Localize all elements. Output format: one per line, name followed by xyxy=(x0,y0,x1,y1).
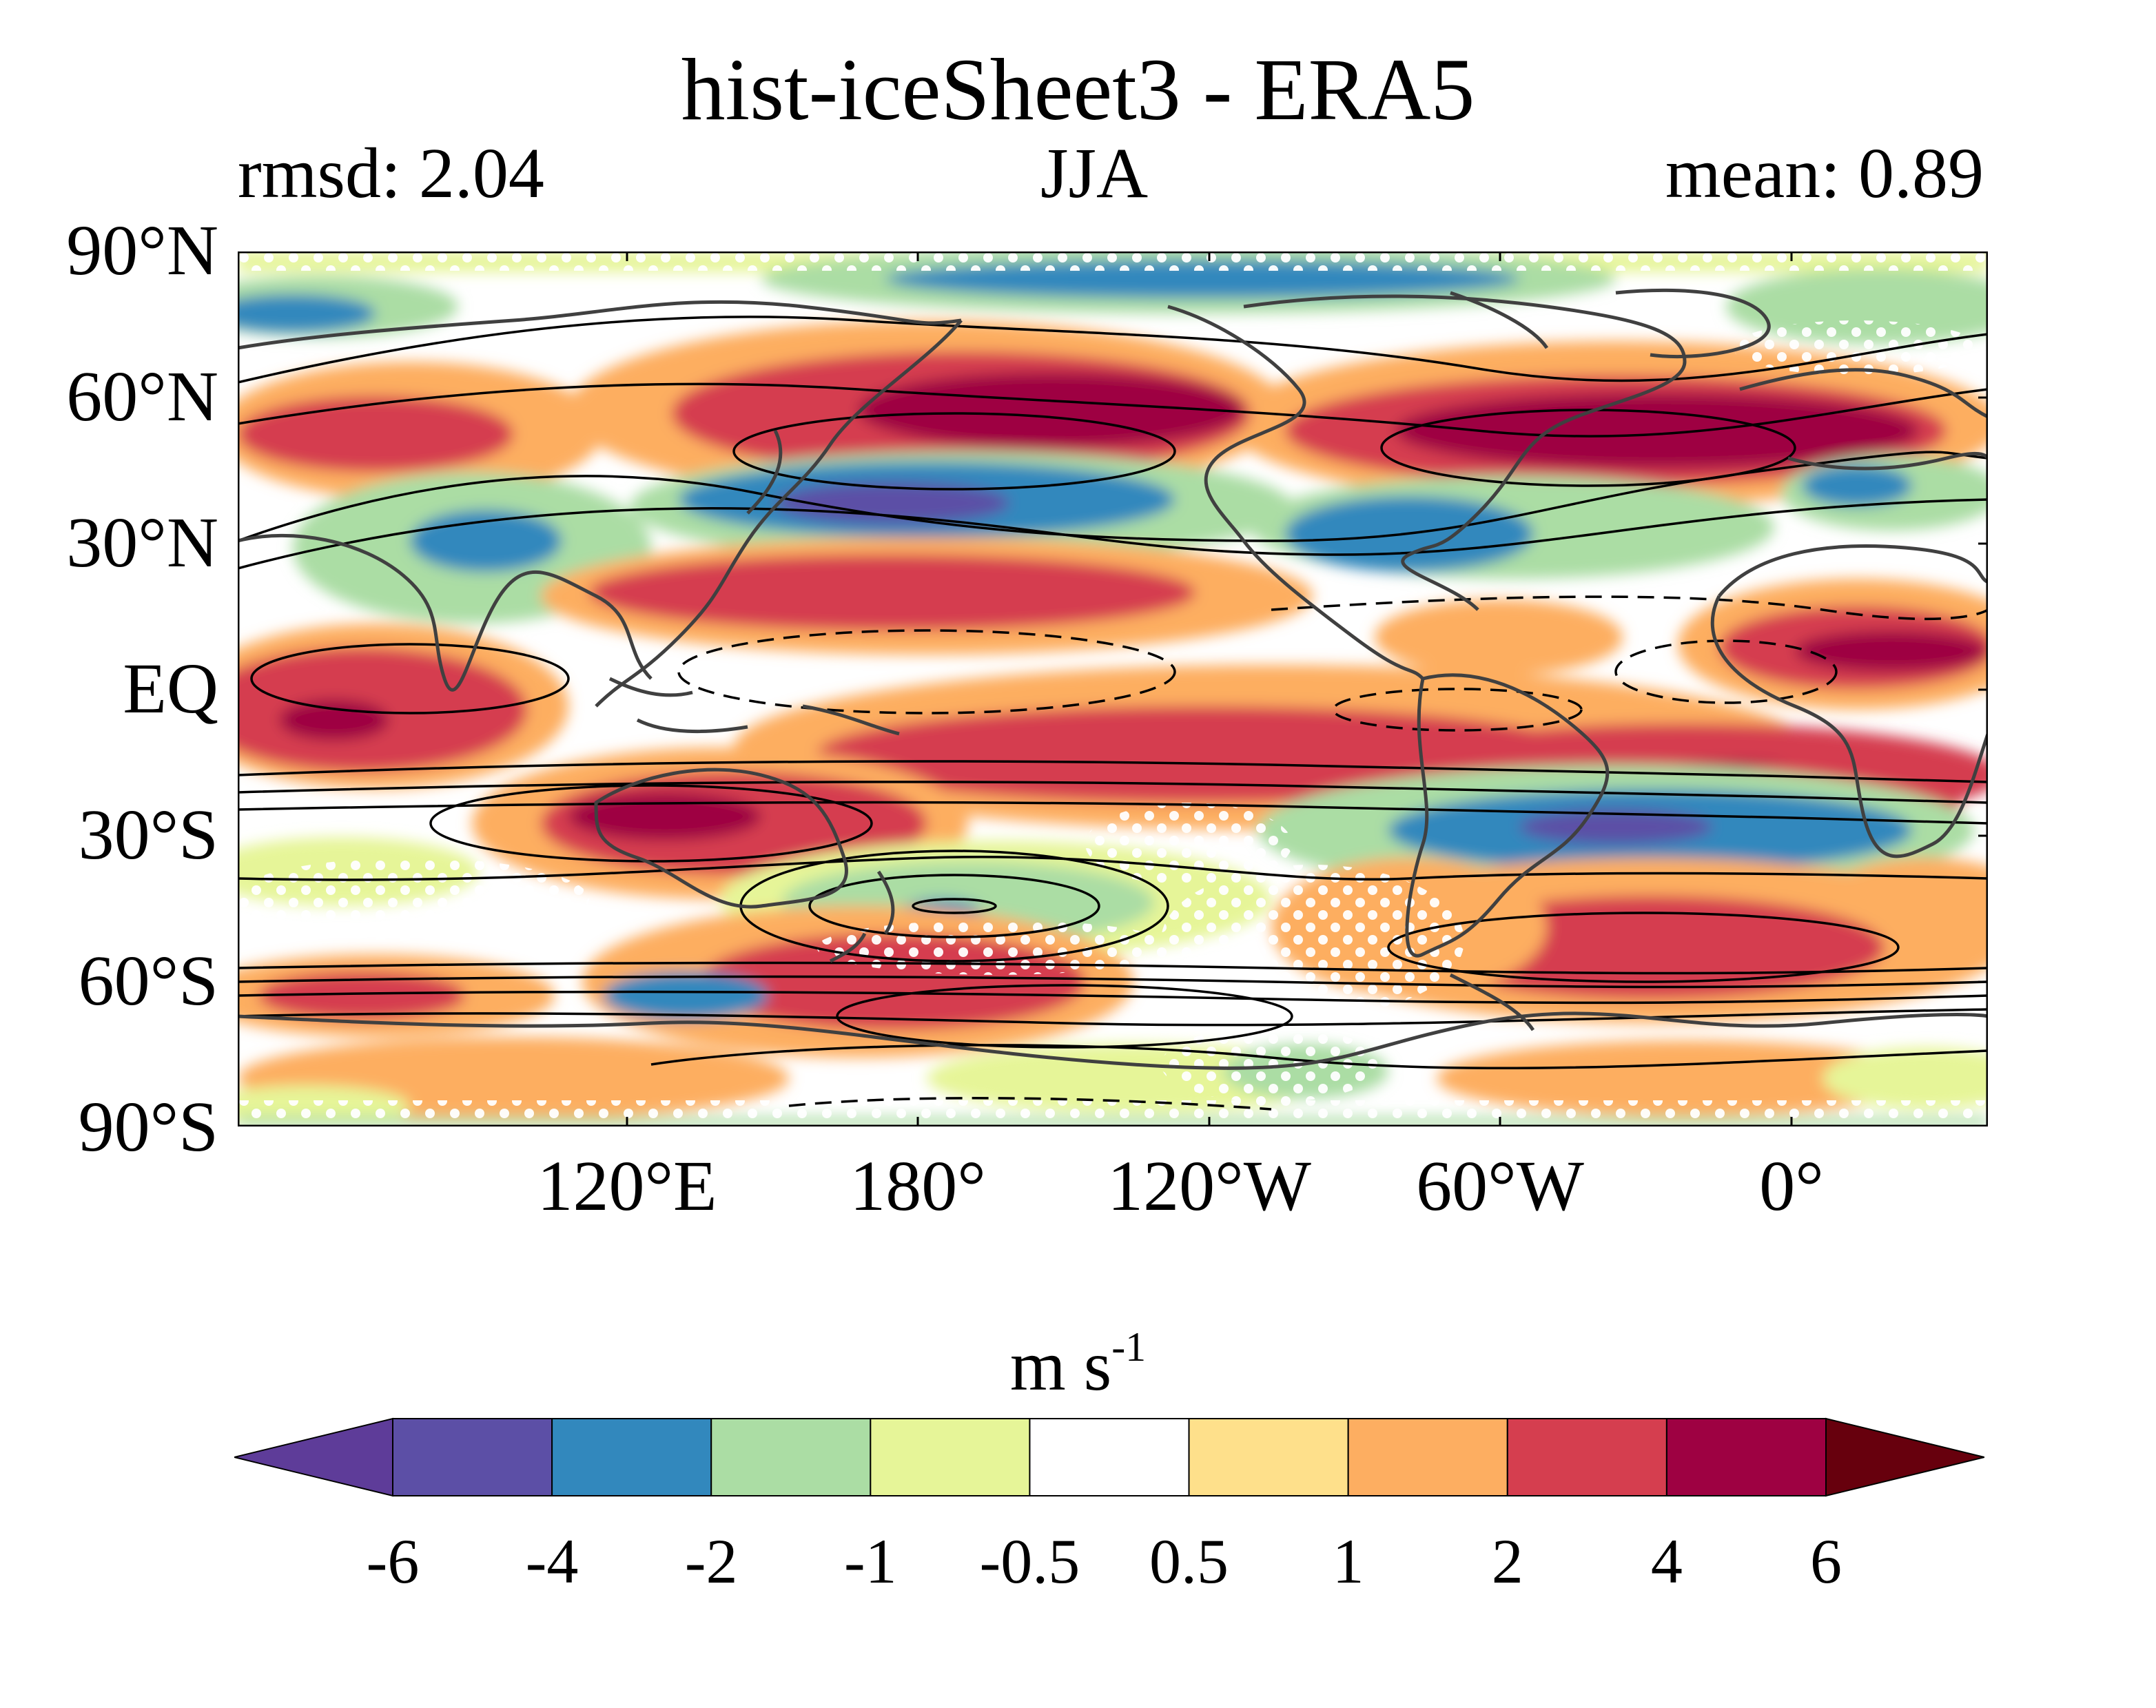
colorbar-swatch xyxy=(1665,1418,1827,1496)
map-title: hist-iceSheet3 - ERA5 xyxy=(681,41,1475,138)
mean-label: mean: 0.89 xyxy=(1665,134,1984,213)
colorbar xyxy=(234,1417,1984,1497)
lat-tick-label: 90°N xyxy=(66,211,218,290)
lat-tick-label: EQ xyxy=(123,649,218,728)
colorbar-swatch xyxy=(710,1418,872,1496)
colorbar-tick-label: 1 xyxy=(1332,1526,1364,1596)
colorbar-extend-low xyxy=(234,1417,393,1497)
lon-tick-label: 60°W xyxy=(1416,1146,1584,1226)
lon-tick-label: 120°W xyxy=(1107,1146,1311,1226)
colorbar-tick-label: -2 xyxy=(684,1526,738,1596)
lat-tick-label: 60°S xyxy=(78,941,218,1020)
colorbar-tick-label: 2 xyxy=(1491,1526,1523,1596)
colorbar-swatch xyxy=(392,1418,553,1496)
rmsd-label: rmsd: 2.04 xyxy=(238,134,544,213)
colorbar-swatch xyxy=(870,1418,1031,1496)
negative-contours xyxy=(677,595,1988,1111)
colorbar-swatch xyxy=(551,1418,712,1496)
coastlines xyxy=(238,288,1988,1070)
colorbar-extend-high xyxy=(1825,1417,1984,1497)
colorbar-tick-label: 0.5 xyxy=(1149,1526,1229,1596)
colorbar-tick-label: 6 xyxy=(1810,1526,1842,1596)
map-canvas xyxy=(228,250,1989,1128)
colorbar-unit-label: m s-1 xyxy=(1009,1324,1147,1406)
lat-tick-label: 90°S xyxy=(78,1087,218,1166)
colorbar-tick-label: -6 xyxy=(366,1526,420,1596)
colorbar-swatch xyxy=(1506,1418,1667,1496)
colorbar-swatch xyxy=(1188,1418,1349,1496)
lon-tick-label: 180° xyxy=(850,1146,986,1226)
colorbar-tick-label: -1 xyxy=(844,1526,897,1596)
colorbar-tick-label: -4 xyxy=(525,1526,579,1596)
colorbar-swatch xyxy=(1347,1418,1508,1496)
colorbar-tick-label: 4 xyxy=(1650,1526,1683,1596)
lat-tick-label: 30°S xyxy=(78,795,218,874)
colorbar-swatch xyxy=(1029,1418,1190,1496)
lon-tick-label: 0° xyxy=(1759,1146,1824,1226)
lon-tick-label: 120°E xyxy=(537,1146,717,1226)
lat-tick-label: 30°N xyxy=(66,503,218,582)
season-label: JJA xyxy=(1040,134,1149,213)
lat-tick-label: 60°N xyxy=(66,357,218,436)
colorbar-tick-label: -0.5 xyxy=(979,1526,1080,1596)
map-panel xyxy=(228,250,1989,1128)
